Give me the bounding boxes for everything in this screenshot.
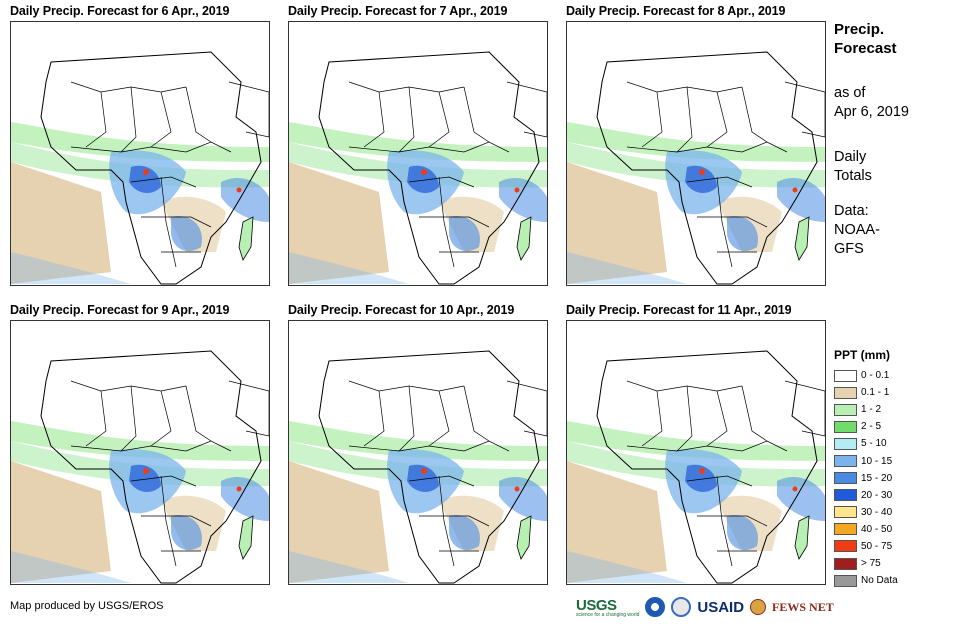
legend-label: 5 - 10 (861, 438, 887, 450)
panel-title: Daily Precip. Forecast for 9 Apr., 2019 (10, 303, 230, 317)
legend-swatch (834, 506, 857, 519)
legend-item: 15 - 20 (834, 470, 954, 487)
map-title-line-1: Precip. (834, 21, 885, 38)
panel-title: Daily Precip. Forecast for 10 Apr., 2019 (288, 303, 515, 317)
legend-swatch (834, 420, 857, 433)
legend-swatch (834, 489, 857, 502)
forecast-map (10, 320, 270, 585)
map-credit: Map produced by USGS/EROS (10, 600, 164, 612)
legend-item: > 75 (834, 555, 954, 572)
panel-title: Daily Precip. Forecast for 7 Apr., 2019 (288, 4, 508, 18)
legend-swatch (834, 557, 857, 570)
legend-swatch (834, 369, 857, 382)
legend-item: 10 - 15 (834, 452, 954, 469)
forecast-panel-1: Daily Precip. Forecast for 6 Apr., 2019 (10, 4, 272, 289)
legend-title: PPT (mm) (834, 348, 891, 362)
forecast-panel-2: Daily Precip. Forecast for 7 Apr., 2019 (288, 4, 550, 289)
legend-item: No Data (834, 572, 954, 589)
fews-net-logo: FEWS NET (772, 599, 834, 614)
as-of-date: Apr 6, 2019 (834, 104, 909, 120)
forecast-panel-3: Daily Precip. Forecast for 8 Apr., 2019 (566, 4, 828, 289)
forecast-map (10, 21, 270, 286)
data-source-line-2: GFS (834, 241, 864, 257)
legend-item: 40 - 50 (834, 521, 954, 538)
panel-title: Daily Precip. Forecast for 6 Apr., 2019 (10, 4, 230, 18)
legend-label: 0 - 0.1 (861, 370, 890, 382)
totals-line-1: Daily (834, 149, 867, 165)
legend-label: > 75 (861, 558, 881, 570)
forecast-map (288, 21, 548, 286)
legend-label: 10 - 15 (861, 455, 893, 467)
map-info: Precip. Forecast as of Apr 6, 2019 Daily… (834, 20, 964, 259)
legend-label: 2 - 5 (861, 421, 882, 433)
data-source-label: Data: (834, 203, 869, 219)
panel-title: Daily Precip. Forecast for 8 Apr., 2019 (566, 4, 786, 18)
as-of-label: as of (834, 85, 866, 101)
forecast-panel-5: Daily Precip. Forecast for 10 Apr., 2019 (288, 303, 550, 588)
legend-item: 5 - 10 (834, 435, 954, 452)
legend-swatch (834, 437, 857, 450)
legend-item: 30 - 40 (834, 504, 954, 521)
usaid-logo: USAID (697, 598, 745, 616)
legend-label: 40 - 50 (861, 523, 893, 535)
legend-swatch (834, 574, 857, 587)
precip-legend: PPT (mm) 0 - 0.1 0.1 - 1 1 - 2 2 - 5 5 - 10 1… (834, 348, 954, 589)
map-title-line-2: Forecast (834, 40, 897, 57)
legend-label: 50 - 75 (861, 540, 893, 552)
legend-item: 2 - 5 (834, 418, 954, 435)
forecast-map (288, 320, 548, 585)
legend-label: 20 - 30 (861, 489, 893, 501)
legend-swatch (834, 472, 857, 485)
agency-logos: USGS science for a changing world USAID … (576, 594, 834, 620)
legend-item: 0 - 0.1 (834, 367, 954, 384)
legend-swatch (834, 523, 857, 536)
nasa-seal-icon (671, 597, 692, 617)
noaa-logo (645, 597, 666, 617)
legend-swatch (834, 403, 857, 416)
legend-label: 1 - 2 (861, 404, 882, 416)
forecast-map (566, 21, 826, 286)
legend-item: 50 - 75 (834, 538, 954, 555)
legend-label: 0.1 - 1 (861, 387, 890, 399)
legend-swatch (834, 455, 857, 468)
legend-label: 30 - 40 (861, 506, 893, 518)
forecast-panel-4: Daily Precip. Forecast for 9 Apr., 2019 (10, 303, 272, 588)
legend-item: 0.1 - 1 (834, 384, 954, 401)
legend-item: 20 - 30 (834, 487, 954, 504)
data-source-line-1: NOAA- (834, 222, 880, 238)
legend-swatch (834, 386, 857, 399)
legend-swatch (834, 540, 857, 553)
legend-item: 1 - 2 (834, 401, 954, 418)
legend-label: No Data (861, 575, 898, 587)
legend-label: 15 - 20 (861, 472, 893, 484)
fews-net-icon (750, 599, 767, 615)
usgs-logo: USGS science for a changing world (576, 596, 640, 618)
totals-line-2: Totals (834, 168, 872, 184)
forecast-panel-6: Daily Precip. Forecast for 11 Apr., 2019 (566, 303, 828, 588)
panel-title: Daily Precip. Forecast for 11 Apr., 2019 (566, 303, 792, 317)
forecast-map (566, 320, 826, 585)
